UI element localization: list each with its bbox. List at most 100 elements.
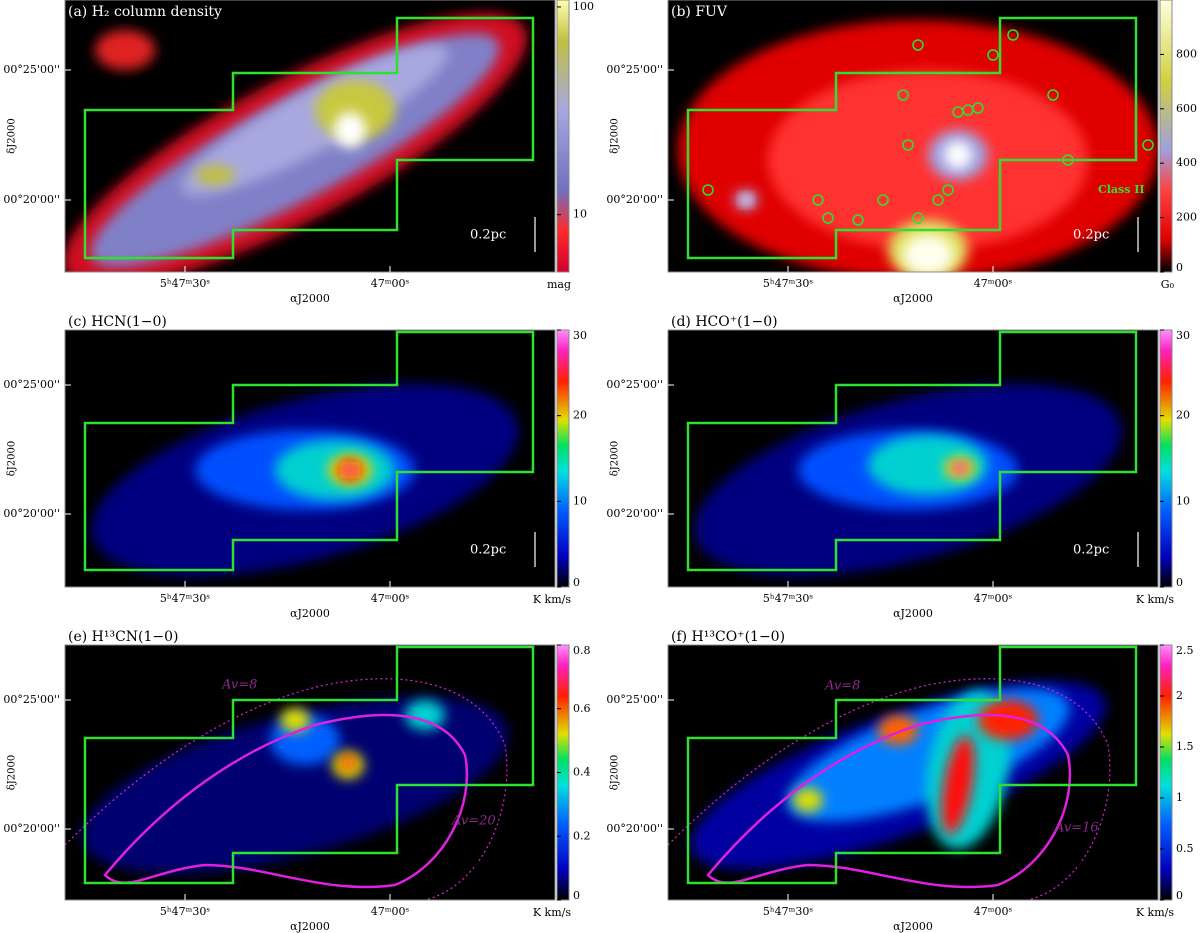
- scale-bar-label: 0.2pc: [1073, 228, 1109, 243]
- panel-title: (e) H¹³CN(1−0): [68, 629, 179, 645]
- x-tick-label: 47ᵐ00ˢ: [371, 592, 410, 605]
- colorbar-tick-label: 400: [1176, 156, 1197, 169]
- colorbar-unit: K km/s: [533, 593, 572, 606]
- frame: [64, 0, 556, 273]
- y-tick-label: 00°25'00'': [606, 693, 663, 706]
- scale-bar-label: 0.2pc: [1073, 543, 1109, 558]
- panel: (f) H¹³CO⁺(1−0) 0.2pc Av=8 Av=16 5ʰ47ᵐ30ˢ 47ᵐ…: [606, 629, 1193, 933]
- frame: [64, 644, 556, 901]
- colorbar: [556, 0, 570, 273]
- frame: [667, 329, 1159, 588]
- emission: [181, 44, 449, 196]
- y-axis-label: δJ2000: [7, 118, 18, 153]
- emission: [195, 165, 235, 185]
- colorbar: [1159, 329, 1173, 588]
- scale-bar-label: 0.2pc: [470, 856, 506, 871]
- class-ii-marker: [1047, 89, 1059, 101]
- colorbar-tick-label: 0: [1176, 889, 1183, 902]
- mapped-region: [83, 16, 535, 260]
- av-contour: [706, 713, 1072, 889]
- colorbar: [1159, 0, 1173, 273]
- map-image: [668, 330, 1158, 587]
- colorbar-unit: mag: [547, 278, 571, 291]
- mapped-region: [83, 330, 535, 572]
- x-tick-label: 5ʰ47ᵐ30ˢ: [763, 277, 813, 290]
- panel: (e) H¹³CN(1−0) 0.2pc Av=8 Av=20 5ʰ47ᵐ30ˢ 47ᵐ0…: [3, 629, 590, 933]
- colorbar-tick-label: 30: [1176, 329, 1190, 342]
- y-tick-label: 00°20'00'': [606, 822, 663, 835]
- colorbar-tick-label: 0: [573, 576, 580, 589]
- frame: [667, 644, 1159, 901]
- emission: [944, 141, 972, 169]
- y-tick-label: 00°25'00'': [606, 63, 663, 76]
- colorbar-unit: K km/s: [1136, 593, 1175, 606]
- emission: [341, 757, 355, 769]
- class-ii-marker: [902, 139, 914, 151]
- y-tick-label: 00°25'00'': [3, 693, 60, 706]
- x-axis-label: αJ2000: [893, 607, 933, 620]
- class-ii-marker: [812, 194, 824, 206]
- annotation: Av=8: [824, 679, 860, 694]
- colorbar-tick-label: 800: [1176, 47, 1197, 60]
- panel-title: (d) HCO⁺(1−0): [671, 314, 778, 330]
- class-ii-marker: [1142, 139, 1154, 151]
- emission: [978, 700, 1038, 740]
- frame: [667, 0, 1159, 273]
- colorbar-tick-label: 20: [1176, 409, 1190, 422]
- colorbar-unit: G₀: [1161, 278, 1175, 291]
- y-tick-label: 00°20'00'': [3, 193, 60, 206]
- y-tick-label: 00°25'00'': [3, 378, 60, 391]
- emission: [95, 30, 155, 70]
- x-tick-label: 47ᵐ00ˢ: [371, 277, 410, 290]
- colorbar-tick-label: 1: [1176, 791, 1183, 804]
- map-image: [65, 0, 555, 272]
- y-tick-label: 00°20'00'': [606, 193, 663, 206]
- y-axis-label: δJ2000: [7, 755, 18, 790]
- colorbar-tick-label: 0.4: [573, 766, 591, 779]
- x-tick-label: 47ᵐ00ˢ: [974, 592, 1013, 605]
- panel: (c) HCN(1−0) 0.2pc 5ʰ47ᵐ30ˢ 47ᵐ00ˢ 00°25'00'…: [3, 314, 587, 620]
- colorbar-tick-label: 200: [1176, 211, 1197, 224]
- emission: [868, 435, 988, 495]
- map-image: [65, 330, 555, 587]
- map-image: [65, 645, 555, 900]
- x-tick-label: 47ᵐ00ˢ: [371, 905, 410, 918]
- y-axis-label: δJ2000: [610, 118, 621, 153]
- colorbar: [556, 329, 570, 588]
- panel: (d) HCO⁺(1−0) 0.2pc 5ʰ47ᵐ30ˢ 47ᵐ00ˢ 00°25'00…: [606, 314, 1190, 620]
- y-axis-label: δJ2000: [610, 441, 621, 476]
- panel-title: (f) H¹³CO⁺(1−0): [671, 629, 785, 645]
- panel-title: (a) H₂ column density: [68, 4, 222, 20]
- colorbar-tick-label: 10: [1176, 494, 1190, 507]
- class-ii-marker: [942, 184, 954, 196]
- x-axis-label: αJ2000: [290, 607, 330, 620]
- y-tick-label: 00°20'00'': [606, 507, 663, 520]
- class-ii-marker: [972, 102, 984, 114]
- class-ii-marker: [822, 212, 834, 224]
- colorbar-tick-label: 0.5: [1176, 842, 1194, 855]
- colorbar-tick-label: 30: [573, 329, 587, 342]
- emission: [903, 235, 953, 272]
- av-contour: [103, 713, 469, 889]
- panel-title: (c) HCN(1−0): [68, 314, 167, 330]
- emission: [768, 70, 1088, 250]
- x-tick-label: 5ʰ47ᵐ30ˢ: [160, 592, 210, 605]
- panel-title: (b) FUV: [671, 4, 728, 20]
- class-ii-marker: [702, 184, 714, 196]
- x-tick-label: 5ʰ47ᵐ30ˢ: [160, 277, 210, 290]
- class-ii-marker: [912, 212, 924, 224]
- mapped-region: [686, 330, 1138, 572]
- colorbar-tick-label: 0: [1176, 261, 1183, 274]
- emission: [405, 700, 445, 730]
- class-ii-marker: [987, 49, 999, 61]
- colorbar-tick-label: 2.5: [1176, 644, 1194, 657]
- y-tick-label: 00°20'00'': [3, 507, 60, 520]
- y-tick-label: 00°20'00'': [3, 822, 60, 835]
- colorbar-tick-label: 0.6: [573, 702, 591, 715]
- class-ii-marker: [877, 194, 889, 206]
- x-axis-label: αJ2000: [290, 920, 330, 933]
- map-image: [668, 645, 1158, 900]
- map-image: [668, 0, 1158, 272]
- annotation: Av=8: [221, 678, 257, 693]
- x-tick-label: 5ʰ47ᵐ30ˢ: [763, 905, 813, 918]
